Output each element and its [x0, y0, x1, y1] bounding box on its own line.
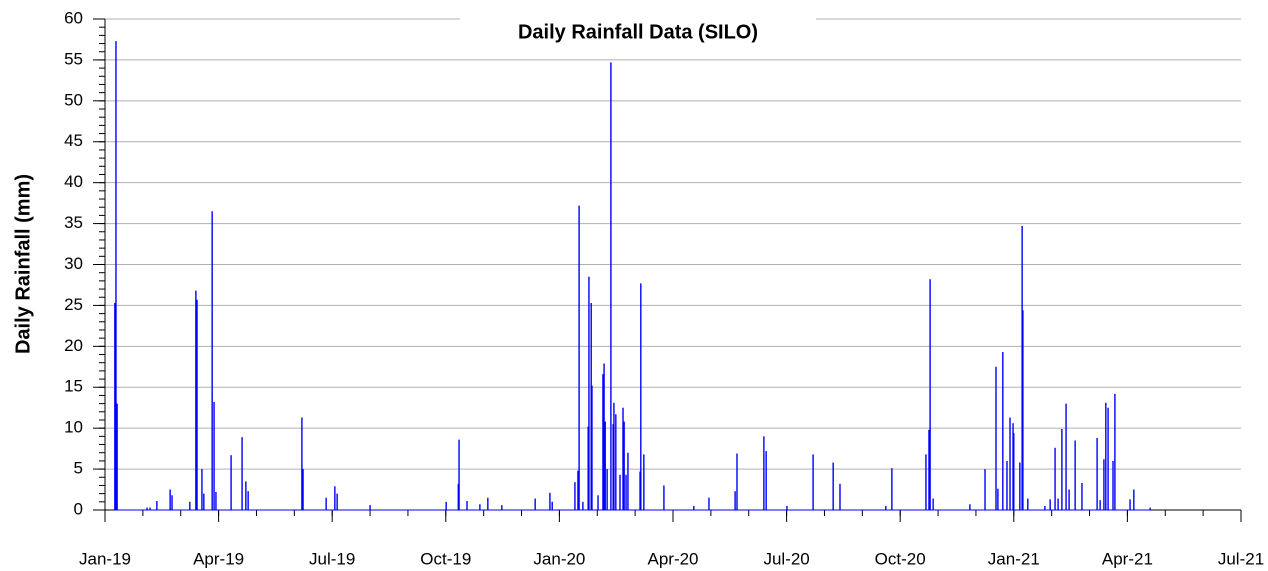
y-tick-label: 60 [64, 8, 83, 27]
x-tick-label: Jul-21 [1218, 549, 1264, 568]
title-box [460, 14, 816, 54]
y-tick-label: 5 [74, 459, 83, 478]
y-tick-label: 30 [64, 254, 83, 273]
y-tick-label: 0 [74, 499, 83, 518]
x-tick-label: Jul-19 [309, 549, 355, 568]
x-tick-label: Jan-21 [988, 549, 1040, 568]
x-tick-label: Jan-19 [79, 549, 131, 568]
y-tick-label: 35 [64, 213, 83, 232]
y-tick-label: 10 [64, 418, 83, 437]
x-tick-label: Jan-20 [533, 549, 585, 568]
y-tick-label: 45 [64, 131, 83, 150]
x-tick-label: Apr-20 [647, 549, 698, 568]
x-tick-label: Jul-20 [763, 549, 809, 568]
x-tick-label: Oct-19 [420, 549, 471, 568]
y-axis-label: Daily Rainfall (mm) [12, 174, 34, 354]
y-tick-label: 15 [64, 377, 83, 396]
chart-title: Daily Rainfall Data (SILO) [518, 21, 758, 43]
y-tick-label: 50 [64, 90, 83, 109]
x-tick-label: Apr-21 [1102, 549, 1153, 568]
y-tick-label: 20 [64, 336, 83, 355]
x-tick-label: Apr-19 [193, 549, 244, 568]
x-tick-label: Oct-20 [875, 549, 926, 568]
y-tick-label: 25 [64, 295, 83, 314]
y-tick-label: 55 [64, 49, 83, 68]
y-tick-label: 40 [64, 172, 83, 191]
